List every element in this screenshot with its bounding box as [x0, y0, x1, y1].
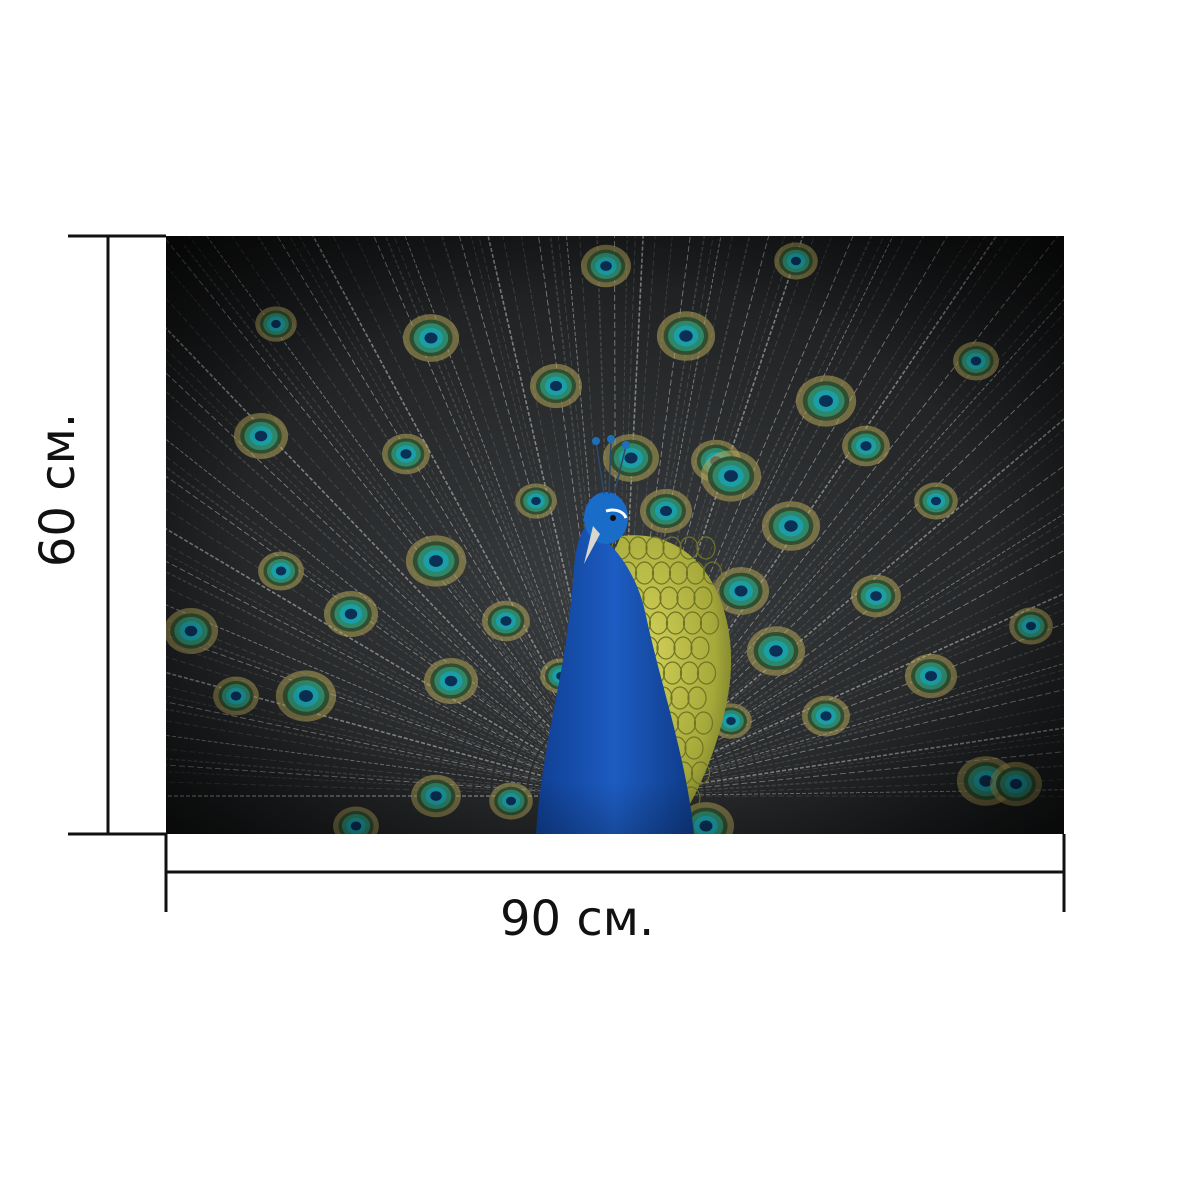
- peacock-illustration: [166, 236, 1064, 834]
- width-label: 90 см.: [500, 891, 655, 947]
- photo-vignette: [166, 236, 1064, 834]
- peacock-photo: [166, 236, 1064, 834]
- height-label: 60 см.: [30, 412, 86, 568]
